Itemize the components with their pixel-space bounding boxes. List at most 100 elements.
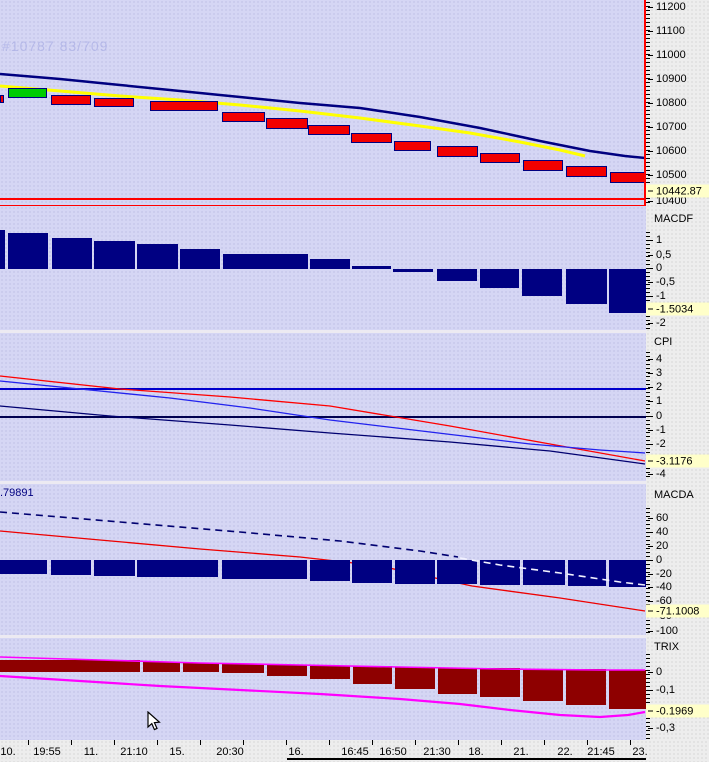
time-axis-tick: [501, 740, 502, 745]
trix-histogram-bar: [566, 669, 606, 705]
price-axis-label: 10800: [648, 97, 687, 109]
price-chart-panel[interactable]: [0, 0, 646, 207]
macdf-axis-label: -1: [648, 290, 666, 302]
cpi-axis-label: 4: [648, 353, 662, 365]
price-axis-label: 11200: [648, 1, 686, 13]
trix-histogram-bar: [438, 668, 477, 694]
trix-current-value-badge: -0.1969: [646, 704, 709, 718]
price-candle: [523, 160, 563, 171]
time-axis-tick: [587, 740, 588, 745]
macda-axis-label: -20: [648, 568, 672, 580]
cpi-indicator-panel[interactable]: [0, 333, 646, 481]
macda-histogram-bar: [222, 560, 307, 579]
price-axis-label: 10600: [648, 145, 687, 157]
trix-histogram-bar: [609, 670, 646, 709]
time-axis-label: 19:55: [33, 746, 61, 758]
cpi-axis-label: -2: [648, 438, 666, 450]
trix-axis-label: 0: [648, 666, 662, 678]
time-axis-tick: [372, 740, 373, 745]
macdf-axis-label: 1: [648, 234, 662, 246]
price-candle: [222, 112, 265, 122]
cpi-axis-label: -4: [648, 468, 666, 480]
trix-histogram-bar: [523, 669, 563, 701]
macda-axis-label: 40: [648, 526, 668, 538]
cpi-panel-title: CPI: [654, 336, 673, 348]
time-axis-label: 23.: [632, 746, 648, 758]
macdf-histogram-bar: [393, 269, 433, 272]
time-axis-tick: [458, 740, 459, 745]
price-candle: [150, 101, 218, 111]
price-axis-label: 10500: [648, 169, 687, 181]
price-candle: [0, 95, 4, 103]
cpi-axis-label: 1: [648, 395, 662, 407]
price-axis-label: 11100: [648, 25, 685, 37]
trix-lines: [0, 656, 646, 719]
time-axis-tick: [544, 740, 545, 745]
macdf-axis-label: -0,5: [648, 276, 675, 288]
time-axis-label: 21:30: [423, 746, 451, 758]
price-candle: [480, 153, 520, 163]
trix-histogram-bar: [395, 667, 435, 689]
trix-histogram-bar: [310, 666, 350, 679]
macda-indicator-panel[interactable]: [0, 484, 646, 635]
macdf-histogram-bar: [0, 230, 5, 269]
time-axis-label: 15.: [169, 746, 185, 758]
time-axis-label: 20:30: [216, 746, 244, 758]
price-current-value-badge: 10442.87: [646, 184, 709, 198]
trix-histogram-bar: [353, 666, 392, 684]
macdf-indicator-panel[interactable]: [0, 206, 646, 330]
time-axis-label: 22.: [557, 746, 573, 758]
macda-histogram-bar: [395, 560, 435, 584]
price-candle: [394, 141, 431, 151]
macda-histogram-bar: [310, 560, 350, 581]
time-axis-label: 11.: [83, 746, 99, 758]
time-axis-label: 16:50: [379, 746, 407, 758]
time-axis-label: 16:45: [341, 746, 369, 758]
value-axis-margin: 11200 11100 11000 10900 10800 10700 10600 10500…: [646, 0, 709, 740]
trix-minor-ticks: [646, 654, 650, 739]
cpi-axis-label: 2: [648, 381, 662, 393]
chart-range-indicator[interactable]: [287, 758, 646, 760]
trix-histogram-bar: [0, 660, 140, 672]
macdf-histogram-bar: [437, 269, 477, 281]
macdf-axis-label: -2: [648, 317, 666, 329]
panel-separator: [0, 330, 646, 333]
trix-axis-label: -0,3: [648, 722, 675, 734]
macda-histogram-bar: [137, 560, 218, 577]
macdf-axis-label: 0: [648, 262, 662, 274]
price-candle: [308, 125, 350, 135]
time-axis-tick: [28, 740, 29, 745]
macda-histogram-bar: [568, 560, 606, 586]
macdf-panel-title: MACDF: [654, 213, 694, 225]
macda-histogram-bar: [0, 560, 47, 574]
cpi-reference-line: [0, 416, 646, 418]
time-axis-label: 21.: [513, 746, 529, 758]
macdf-histogram-bar: [223, 254, 308, 269]
time-axis: 10. 19:55 11. 21:10 15. 20:30 16. 16:45 16:50 21:…: [0, 740, 709, 762]
macda-left-value: .79891: [0, 487, 34, 499]
time-axis-label: 21:45: [587, 746, 615, 758]
macda-axis-label: 20: [648, 540, 668, 552]
trix-histogram-bar: [143, 662, 180, 672]
macda-histogram-bar: [352, 560, 392, 583]
macda-axis-label: 0: [648, 554, 662, 566]
macda-histogram-bar: [51, 560, 91, 575]
trix-histogram-bar: [267, 665, 307, 676]
macda-panel-title: MACDA: [654, 489, 694, 501]
macda-histogram-bar: [94, 560, 135, 576]
price-axis-label: 10400: [648, 195, 687, 207]
trix-indicator-panel[interactable]: [0, 638, 646, 740]
panel-separator: [0, 481, 646, 484]
macda-dashed-line: [0, 511, 646, 586]
price-candle: [51, 95, 91, 105]
time-axis-label: 21:10: [120, 746, 148, 758]
price-candle: [8, 88, 47, 98]
trix-histogram-bar: [480, 668, 520, 697]
macda-histogram-bar: [480, 560, 520, 585]
time-axis-tick: [200, 740, 201, 745]
macdf-histogram-bar: [480, 269, 519, 288]
current-price-line: [0, 198, 644, 200]
trix-histogram-bar: [183, 663, 219, 672]
macda-current-value-badge: -71.1008: [646, 604, 709, 618]
